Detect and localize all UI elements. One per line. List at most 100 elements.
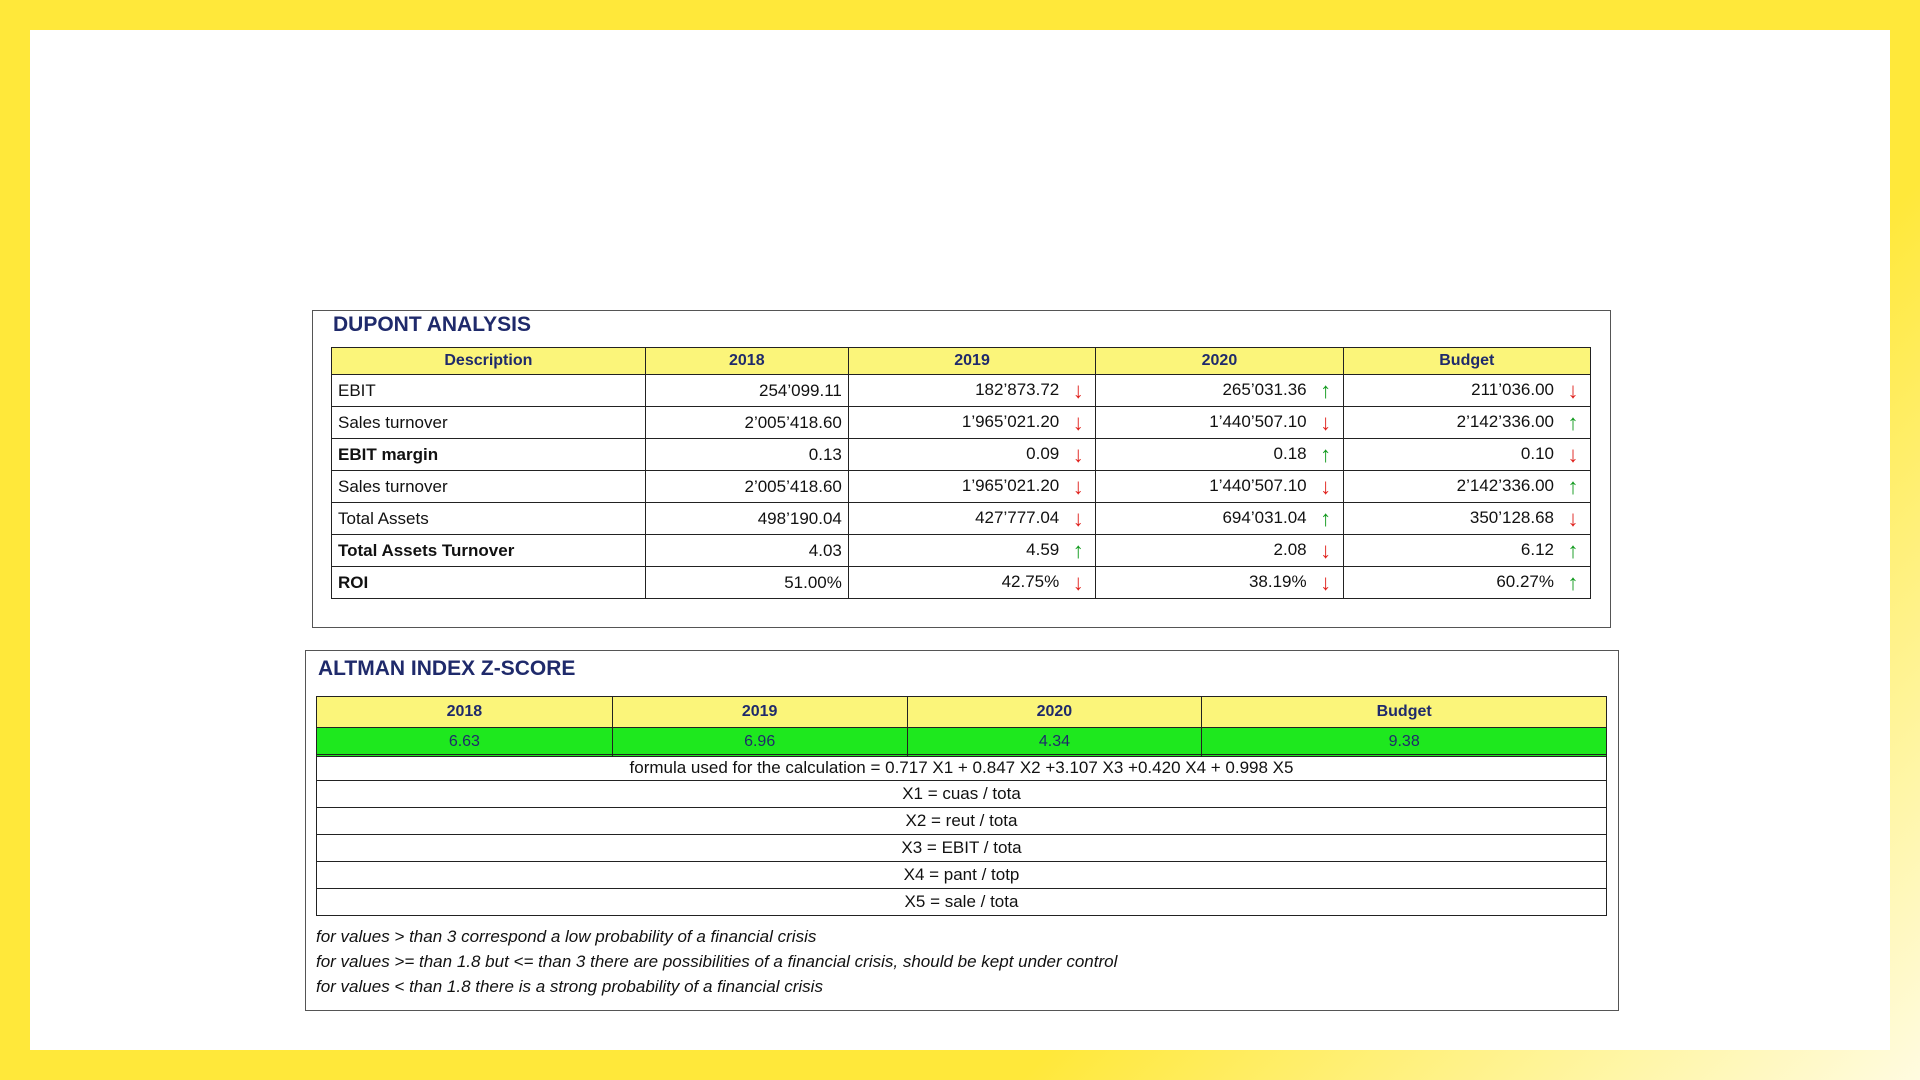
arrow-up-icon: ↑ — [1567, 473, 1579, 499]
value-cell-2020: 38.19% ↓ — [1095, 566, 1344, 599]
value-2018: 51.00% — [644, 566, 849, 599]
dupont-title: DUPONT ANALYSIS — [333, 313, 531, 336]
table-row: Total Assets 498’190.04 427’777.04 ↓ 694’031… — [331, 502, 1592, 535]
value-2020: 38.19% — [1248, 572, 1307, 592]
formula-x2: X2 = reut / tota — [316, 808, 1607, 835]
value-cell-budget: 60.27% ↑ — [1342, 566, 1592, 599]
value-2018: 254’099.11 — [644, 374, 849, 407]
arrow-down-icon: ↓ — [1072, 569, 1084, 595]
value-cell-budget: 211’036.00 ↓ — [1342, 374, 1592, 407]
formula-x4: X4 = pant / totp — [316, 862, 1607, 889]
value-cell-budget: 2’142’336.00 ↑ — [1342, 406, 1592, 439]
row-label: ROI — [331, 566, 646, 599]
value-2019: 182’873.72 — [975, 380, 1060, 400]
value-2019: 0.09 — [1026, 444, 1060, 464]
altman-header-row: 2018 2019 2020 Budget — [316, 696, 1607, 728]
arrow-down-icon: ↓ — [1072, 377, 1084, 403]
value-budget: 350’128.68 — [1469, 508, 1554, 528]
value-2019: 427’777.04 — [975, 508, 1060, 528]
value-cell-2019: 4.59 ↑ — [847, 534, 1097, 567]
arrow-up-icon: ↑ — [1567, 409, 1579, 435]
value-budget: 60.27% — [1496, 572, 1554, 592]
row-label: Sales turnover — [331, 406, 646, 439]
header-budget: Budget — [1342, 347, 1592, 375]
arrow-up-icon: ↑ — [1072, 537, 1084, 563]
value-2019: 1’965’021.20 — [961, 476, 1060, 496]
altman-header-2019: 2019 — [611, 696, 908, 728]
slide-canvas: DUPONT ANALYSIS Description 2018 2019 20… — [30, 30, 1890, 1050]
header-description: Description — [331, 347, 646, 375]
value-cell-2020: 1’440’507.10 ↓ — [1095, 406, 1344, 439]
value-2019: 42.75% — [1001, 572, 1060, 592]
altman-header-budget: Budget — [1201, 696, 1607, 728]
formula-line: formula used for the calculation = 0.717… — [316, 754, 1607, 781]
value-cell-2019: 182’873.72 ↓ — [847, 374, 1097, 407]
arrow-down-icon: ↓ — [1320, 409, 1332, 435]
row-label: Total Assets Turnover — [331, 534, 646, 567]
arrow-down-icon: ↓ — [1320, 569, 1332, 595]
arrow-down-icon: ↓ — [1072, 441, 1084, 467]
header-2018: 2018 — [644, 347, 849, 375]
value-2020: 265’031.36 — [1222, 380, 1307, 400]
altman-zscore-panel: ALTMAN INDEX Z-SCORE 2018 2019 2020 Budg… — [305, 650, 1619, 1011]
arrow-up-icon: ↑ — [1320, 441, 1332, 467]
value-2018: 0.13 — [644, 438, 849, 471]
value-2020: 694’031.04 — [1222, 508, 1307, 528]
value-2020: 2.08 — [1273, 540, 1307, 560]
arrow-up-icon: ↑ — [1320, 377, 1332, 403]
zscore-budget: 9.38 — [1201, 727, 1607, 757]
zscore-2018: 6.63 — [316, 727, 613, 757]
value-2018: 498’190.04 — [644, 502, 849, 535]
arrow-down-icon: ↓ — [1567, 377, 1579, 403]
value-cell-2019: 1’965’021.20 ↓ — [847, 406, 1097, 439]
arrow-down-icon: ↓ — [1072, 505, 1084, 531]
table-row: Sales turnover 2’005’418.60 1’965’021.20 ↓ 1… — [331, 470, 1592, 503]
value-cell-2019: 42.75% ↓ — [847, 566, 1097, 599]
value-2020: 0.18 — [1273, 444, 1307, 464]
row-label: EBIT — [331, 374, 646, 407]
value-2020: 1’440’507.10 — [1209, 476, 1307, 496]
table-row: ROI 51.00% 42.75% ↓ 38.19% ↓ 60.27% ↑ — [331, 566, 1592, 599]
arrow-down-icon: ↓ — [1567, 441, 1579, 467]
altman-score-row: 6.63 6.96 4.34 9.38 — [316, 727, 1607, 757]
altman-header-2020: 2020 — [906, 696, 1203, 728]
formula-x3: X3 = EBIT / tota — [316, 835, 1607, 862]
arrow-up-icon: ↑ — [1320, 505, 1332, 531]
note-medium-risk: for values >= than 1.8 but <= than 3 the… — [316, 952, 1118, 971]
value-budget: 211’036.00 — [1471, 380, 1554, 400]
value-cell-budget: 6.12 ↑ — [1342, 534, 1592, 567]
zscore-2020: 4.34 — [906, 727, 1203, 757]
row-label: Total Assets — [331, 502, 646, 535]
arrow-down-icon: ↓ — [1567, 505, 1579, 531]
table-row: Sales turnover 2’005’418.60 1’965’021.20 ↓ 1… — [331, 406, 1592, 439]
header-2019: 2019 — [847, 347, 1097, 375]
value-cell-2020: 0.18 ↑ — [1095, 438, 1344, 471]
arrow-up-icon: ↑ — [1567, 537, 1579, 563]
interpretation-notes: for values > than 3 correspond a low pro… — [316, 924, 1117, 999]
table-row: Total Assets Turnover 4.03 4.59 ↑ 2.08 ↓ 6.12 ↑ — [331, 534, 1592, 567]
value-2018: 2’005’418.60 — [644, 470, 849, 503]
arrow-down-icon: ↓ — [1072, 473, 1084, 499]
value-cell-budget: 2’142’336.00 ↑ — [1342, 470, 1592, 503]
value-2018: 2’005’418.60 — [644, 406, 849, 439]
value-budget: 2’142’336.00 — [1456, 476, 1554, 496]
value-cell-budget: 350’128.68 ↓ — [1342, 502, 1592, 535]
formula-x5: X5 = sale / tota — [316, 889, 1607, 916]
arrow-down-icon: ↓ — [1320, 537, 1332, 563]
table-row: EBIT margin 0.13 0.09 ↓ 0.18 ↑ 0.10 ↓ — [331, 438, 1592, 471]
value-cell-2020: 694’031.04 ↑ — [1095, 502, 1344, 535]
value-cell-2020: 1’440’507.10 ↓ — [1095, 470, 1344, 503]
value-cell-2019: 1’965’021.20 ↓ — [847, 470, 1097, 503]
value-cell-2020: 265’031.36 ↑ — [1095, 374, 1344, 407]
value-cell-budget: 0.10 ↓ — [1342, 438, 1592, 471]
dupont-table: Description 2018 2019 2020 Budget EBIT 25… — [331, 347, 1592, 599]
dupont-analysis-panel: DUPONT ANALYSIS Description 2018 2019 20… — [312, 310, 1611, 628]
zscore-2019: 6.96 — [611, 727, 908, 757]
arrow-up-icon: ↑ — [1567, 569, 1579, 595]
row-label: Sales turnover — [331, 470, 646, 503]
row-label: EBIT margin — [331, 438, 646, 471]
arrow-down-icon: ↓ — [1072, 409, 1084, 435]
altman-title: ALTMAN INDEX Z-SCORE — [318, 657, 576, 680]
arrow-down-icon: ↓ — [1320, 473, 1332, 499]
dupont-body: EBIT 254’099.11 182’873.72 ↓ 265’031.36 ↑ 211’… — [331, 374, 1592, 599]
